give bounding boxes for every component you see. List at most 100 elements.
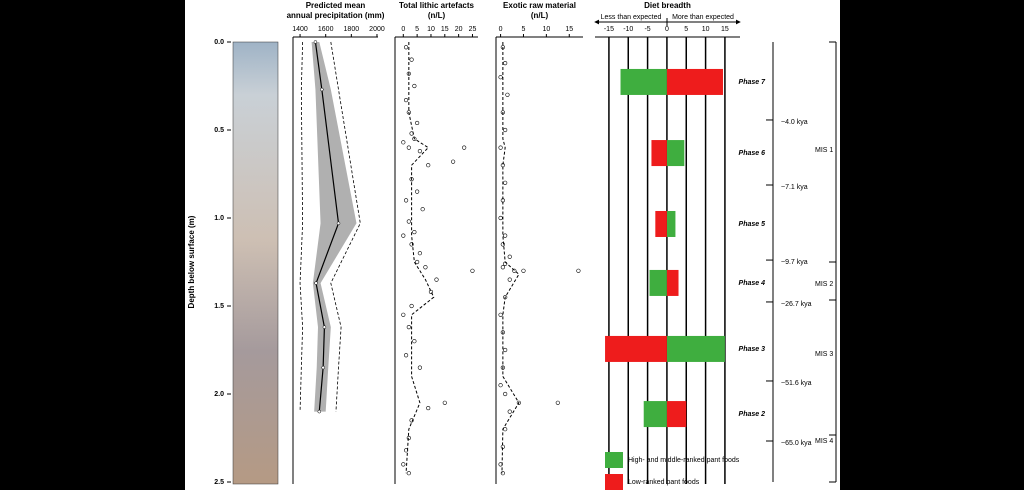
- data-point: [417, 251, 423, 256]
- x-tick-label: 1400: [292, 26, 308, 33]
- data-point: [503, 261, 508, 266]
- age-label: ~7.1 kya: [781, 184, 808, 191]
- y-tick-label: 0.5: [214, 127, 224, 134]
- data-point: [406, 110, 411, 115]
- x-tick-label: 15: [441, 26, 449, 33]
- phase-label: Phase 7: [739, 79, 767, 86]
- mean-point: [317, 409, 322, 414]
- mis-label: MIS 1: [815, 147, 833, 154]
- phase-label: Phase 6: [739, 150, 766, 157]
- data-point: [500, 365, 505, 370]
- bar: [651, 140, 667, 167]
- data-point: [434, 277, 439, 282]
- interval-line: [330, 41, 361, 412]
- x-tick-label: 15: [565, 26, 573, 33]
- data-point: [498, 145, 503, 150]
- data-point: [426, 163, 431, 168]
- data-point: [500, 265, 505, 270]
- data-point: [503, 233, 508, 238]
- bar: [620, 68, 667, 95]
- x-tick-label: -5: [644, 26, 650, 33]
- data-point: [451, 159, 456, 164]
- data-point: [409, 303, 414, 309]
- mean-point: [313, 40, 318, 44]
- data-point: [498, 312, 503, 317]
- x-tick-label: 5: [684, 26, 688, 33]
- data-point: [500, 444, 505, 449]
- phase-label: Phase 4: [739, 280, 766, 287]
- x-tick-label: 10: [427, 26, 435, 33]
- data-point: [412, 339, 417, 344]
- data-point: [426, 405, 431, 411]
- data-point: [409, 418, 414, 423]
- data-point: [415, 120, 420, 126]
- core-photo: [232, 41, 279, 485]
- data-point: [507, 277, 512, 282]
- data-point: [507, 409, 512, 414]
- panel-title: annual precipitation (mm): [287, 11, 385, 20]
- data-point: [503, 295, 508, 300]
- data-point: [403, 45, 409, 50]
- data-point: [401, 462, 406, 467]
- data-point: [462, 145, 467, 150]
- data-point: [500, 110, 505, 115]
- y-tick-label: 1.0: [214, 215, 224, 222]
- data-point: [500, 45, 505, 50]
- x-tick-label: 0: [499, 26, 503, 33]
- data-point: [500, 163, 505, 168]
- data-point: [500, 471, 505, 476]
- data-point: [500, 242, 505, 247]
- data-point: [498, 383, 503, 388]
- bar: [666, 401, 687, 428]
- data-point: [409, 242, 414, 247]
- mis-label: MIS 3: [815, 351, 833, 358]
- data-point: [403, 97, 409, 103]
- mean-point: [321, 365, 325, 370]
- data-point: [406, 325, 411, 330]
- data-point: [503, 347, 508, 353]
- data-point: [403, 353, 409, 358]
- data-point: [470, 268, 475, 273]
- x-tick-label: 2000: [369, 26, 385, 33]
- y-tick-label: 2.0: [214, 391, 224, 398]
- data-point: [415, 189, 420, 194]
- mean-point: [336, 221, 341, 226]
- data-point: [406, 471, 411, 476]
- y-tick-label: 2.5: [214, 479, 224, 486]
- data-point: [516, 400, 521, 405]
- data-point: [500, 198, 505, 203]
- panel-title: (n/L): [428, 11, 446, 20]
- data-point: [406, 219, 411, 224]
- data-point: [406, 435, 411, 441]
- x-tick-label: -10: [623, 26, 633, 33]
- data-point: [498, 75, 503, 80]
- phase-label: Phase 2: [739, 411, 766, 418]
- more-label: More than expected: [672, 14, 734, 21]
- age-label: ~9.7 kya: [781, 259, 808, 266]
- figure-background: [185, 0, 840, 490]
- mis-label: MIS 4: [815, 438, 833, 445]
- data-point: [503, 127, 508, 133]
- bar: [666, 210, 676, 237]
- bar: [643, 401, 667, 428]
- data-point: [417, 365, 423, 370]
- data-point: [412, 229, 417, 235]
- bar: [655, 210, 667, 237]
- age-label: ~51.6 kya: [781, 380, 812, 387]
- x-tick-label: 10: [542, 26, 550, 33]
- bar: [649, 269, 667, 296]
- legend-swatch: [605, 452, 623, 468]
- bar: [666, 335, 725, 362]
- data-point: [503, 180, 508, 185]
- mis-label: MIS 2: [815, 281, 833, 288]
- mean-point: [322, 325, 327, 329]
- bar: [605, 335, 667, 362]
- phase-label: Phase 3: [739, 346, 766, 353]
- bar: [666, 68, 723, 95]
- data-point: [521, 268, 526, 273]
- data-point: [576, 268, 581, 273]
- data-point: [417, 149, 423, 154]
- data-point: [406, 145, 411, 150]
